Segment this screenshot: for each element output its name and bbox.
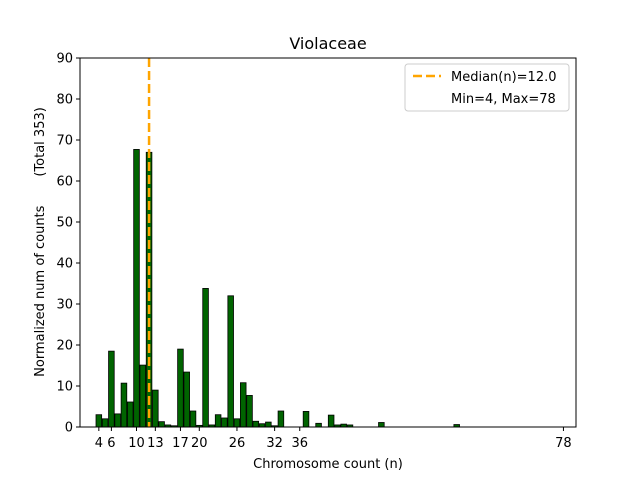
y-tick-label: 20 xyxy=(56,339,73,354)
y-axis-label: Normalized num of counts (Total 353) xyxy=(33,107,48,377)
x-axis-label: Chromosome count (n) xyxy=(253,457,403,472)
bar-n-33 xyxy=(277,410,285,428)
y-tick-label: 70 xyxy=(56,134,73,149)
x-tick-label: 6 xyxy=(107,436,115,451)
bar-n-18 xyxy=(183,371,190,428)
bar-n-6 xyxy=(108,350,115,428)
bar-n-25 xyxy=(227,295,234,428)
bar-n-24 xyxy=(221,417,228,428)
bar-n-4 xyxy=(95,414,103,428)
y-tick-label: 60 xyxy=(56,175,73,190)
bar-n-19 xyxy=(189,410,197,428)
legend-entry-minmax: Min=4, Max=78 xyxy=(451,92,556,107)
bar-n-8 xyxy=(120,382,128,428)
bar-n-9 xyxy=(127,401,134,428)
x-tick-label: 20 xyxy=(191,436,208,451)
y-axis: 0 10 20 30 40 50 60 70 80 90 xyxy=(56,52,80,436)
x-tick-label: 4 xyxy=(95,436,103,451)
legend-box xyxy=(404,63,570,112)
bar-n-28 xyxy=(246,395,253,428)
bar-n-14 xyxy=(158,421,165,428)
bar-n-23 xyxy=(214,414,222,428)
bar-n-49 xyxy=(378,422,385,428)
plot-background xyxy=(80,58,576,427)
chart-title: Violaceae xyxy=(289,34,366,53)
bar-n-13 xyxy=(152,389,159,428)
x-tick-label: 78 xyxy=(555,436,572,451)
x-tick-label: 13 xyxy=(147,436,164,451)
y-tick-label: 30 xyxy=(56,298,73,313)
bars-group xyxy=(95,149,460,428)
bar-n-41 xyxy=(327,414,335,428)
bar-n-21 xyxy=(202,288,209,428)
y-tick-label: 0 xyxy=(65,421,73,436)
bar-n-11 xyxy=(139,364,147,428)
bar-n-10 xyxy=(133,149,140,428)
y-tick-label: 40 xyxy=(56,257,73,272)
y-tick-label: 90 xyxy=(56,52,73,67)
bar-n-5 xyxy=(101,418,109,428)
plot-frame xyxy=(79,57,577,428)
legend-entry-median: Median(n)=12.0 xyxy=(451,70,557,85)
bar-n-37 xyxy=(302,411,310,428)
x-tick-label: 26 xyxy=(229,436,246,451)
x-axis: 4 6 10 13 17 20 26 32 36 78 xyxy=(95,427,572,451)
x-tick-label: 32 xyxy=(266,436,283,451)
legend: Median(n)=12.0 Min=4, Max=78 xyxy=(404,63,570,112)
bar-n-17 xyxy=(177,348,184,428)
bar-n-31 xyxy=(265,421,272,428)
y-tick-label: 80 xyxy=(56,93,73,108)
bar-n-7 xyxy=(114,413,121,428)
y-tick-label: 10 xyxy=(56,380,73,395)
x-tick-label: 17 xyxy=(172,436,189,451)
bar-n-27 xyxy=(240,382,247,428)
x-tick-label: 36 xyxy=(291,436,308,451)
bar-n-39 xyxy=(315,422,322,428)
bar-n-29 xyxy=(252,420,260,428)
bar-n-26 xyxy=(233,418,241,428)
y-tick-label: 50 xyxy=(56,216,73,231)
x-tick-label: 10 xyxy=(128,436,145,451)
